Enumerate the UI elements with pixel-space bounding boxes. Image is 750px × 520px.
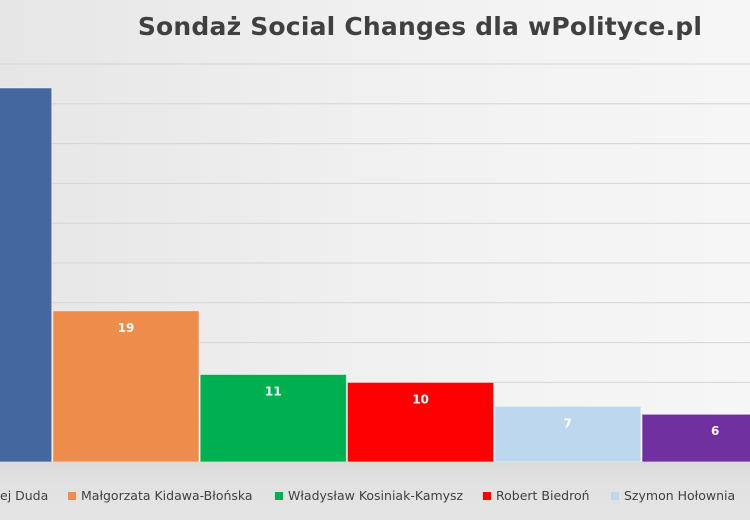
legend-label: Małgorzata Kidawa-Błońska xyxy=(81,488,253,503)
bar-5 xyxy=(494,405,642,462)
bar-chart: 19 11 10 7 6 xyxy=(0,63,750,462)
bar-2 xyxy=(52,310,200,462)
bar-4 xyxy=(346,381,495,462)
legend-label: ej Duda xyxy=(0,488,49,503)
legend-label: Władysław Kosiniak-Kamysz xyxy=(288,488,464,503)
legend-swatch xyxy=(483,491,491,500)
data-label: 6 xyxy=(711,424,719,438)
bar-3 xyxy=(199,373,347,462)
legend: ej Duda Małgorzata Kidawa-Błońska Władys… xyxy=(0,462,750,520)
legend-label: Robert Biedroń xyxy=(496,488,590,503)
bar-6 xyxy=(641,413,750,462)
legend-item-biedron: Robert Biedroń xyxy=(483,488,590,503)
data-label: 10 xyxy=(412,392,429,406)
legend-swatch xyxy=(68,491,76,500)
legend-item-holownia: Szymon Hołownia xyxy=(611,488,735,503)
legend-item-kidawa: Małgorzata Kidawa-Błońska xyxy=(68,488,253,503)
chart-title: Sondaż Social Changes dla wPolityce.pl xyxy=(137,12,703,41)
data-label: 19 xyxy=(118,321,135,335)
data-label: 11 xyxy=(265,384,282,398)
legend-item-kosiniak: Władysław Kosiniak-Kamysz xyxy=(275,488,463,503)
bar-1 xyxy=(0,87,53,462)
legend-swatch xyxy=(275,491,283,500)
data-label: 7 xyxy=(564,416,572,430)
legend-swatch xyxy=(611,491,619,500)
legend-label: Szymon Hołownia xyxy=(624,488,736,503)
legend-item-duda: ej Duda xyxy=(0,488,48,503)
